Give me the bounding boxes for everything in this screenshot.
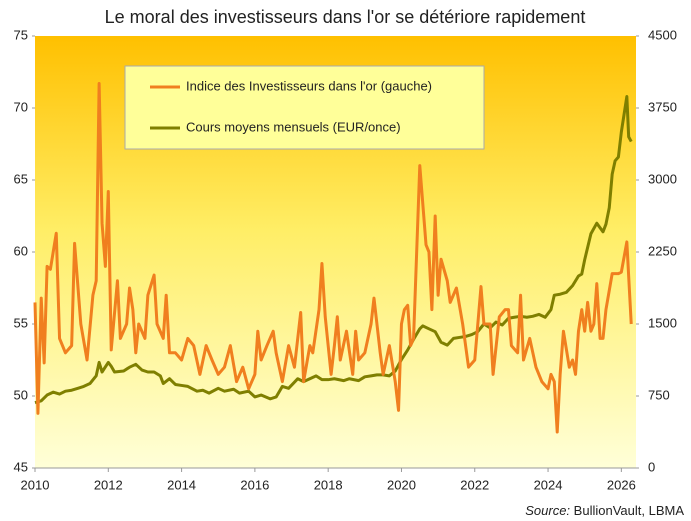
y2-tick-label: 3000 [648,171,677,186]
y2-tick-label: 2250 [648,243,677,258]
x-tick-label: 2010 [21,477,50,492]
x-tick-label: 2016 [240,477,269,492]
source-label: Source: [525,503,570,518]
x-tick-label: 2024 [534,477,563,492]
y2-tick-label: 3750 [648,99,677,114]
chart-title: Le moral des investisseurs dans l'or se … [105,7,586,27]
source-text: BullionVault, LBMA [574,503,685,518]
legend [124,65,485,150]
source: Source: BullionVault, LBMA [525,503,684,518]
y-tick-label: 65 [14,171,28,186]
y-tick-label: 70 [14,99,28,114]
x-tick-label: 2020 [387,477,416,492]
x-tick-label: 2018 [314,477,343,492]
y-tick-label: 45 [14,459,28,474]
y-tick-label: 55 [14,315,28,330]
y2-tick-label: 4500 [648,27,677,42]
legend-label: Indice des Investisseurs dans l'or (gauc… [186,78,432,93]
y-tick-label: 50 [14,387,28,402]
series-line [33,82,633,434]
x-tick-label: 2012 [94,477,123,492]
x-tick-label: 2022 [460,477,489,492]
series-line [34,94,633,405]
legend-label: Cours moyens mensuels (EUR/once) [186,119,401,134]
x-tick-label: 2014 [167,477,196,492]
plot-layer: 4550556065707507501500225030003750450020… [14,27,677,492]
y-tick-label: 75 [14,27,28,42]
y2-tick-label: 750 [648,387,670,402]
y2-tick-label: 1500 [648,315,677,330]
y2-tick-label: 0 [648,459,655,474]
y-tick-label: 60 [14,243,28,258]
x-tick-label: 2026 [607,477,636,492]
